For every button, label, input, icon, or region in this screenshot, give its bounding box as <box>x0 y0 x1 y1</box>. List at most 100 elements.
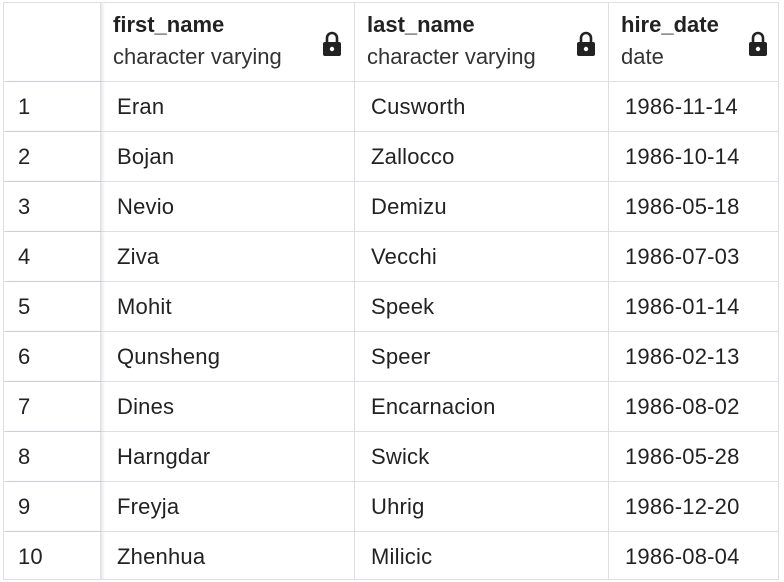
column-name: hire_date <box>621 12 719 37</box>
row-number: 3 <box>18 194 31 219</box>
cell-value: Cusworth <box>371 94 466 119</box>
row-number-cell[interactable]: 5 <box>4 282 101 331</box>
first-name-cell[interactable]: Harngdar <box>101 432 355 481</box>
column-header-last-name[interactable]: last_name character varying <box>355 3 609 81</box>
row-number: 8 <box>18 444 31 469</box>
cell-value: Demizu <box>371 194 447 219</box>
table-row[interactable]: 3 Nevio Demizu 1986-05-18 <box>4 182 778 232</box>
row-number: 7 <box>18 394 31 419</box>
cell-value: 1986-08-02 <box>625 394 740 419</box>
cell-value: Milicic <box>371 544 433 569</box>
cell-value: Nevio <box>117 194 175 219</box>
last-name-cell[interactable]: Encarnacion <box>355 382 609 431</box>
lock-icon <box>749 31 767 56</box>
last-name-cell[interactable]: Speer <box>355 332 609 381</box>
column-name: first_name <box>113 12 225 37</box>
cell-value: 1986-10-14 <box>625 144 740 169</box>
lock-icon <box>577 31 595 56</box>
row-number-cell[interactable]: 10 <box>4 532 101 579</box>
table-row[interactable]: 5 Mohit Speek 1986-01-14 <box>4 282 778 332</box>
cell-value: 1986-11-14 <box>625 94 738 119</box>
hire-date-cell[interactable]: 1986-05-18 <box>609 182 778 231</box>
row-number: 9 <box>18 494 31 519</box>
hire-date-cell[interactable]: 1986-08-04 <box>609 532 778 579</box>
column-type: character varying <box>113 44 282 69</box>
row-number: 1 <box>18 94 31 119</box>
query-results-grid: first_name character varying last_name c… <box>3 2 779 580</box>
last-name-cell[interactable]: Uhrig <box>355 482 609 531</box>
cell-value: Mohit <box>117 294 172 319</box>
row-number-cell[interactable]: 8 <box>4 432 101 481</box>
first-name-cell[interactable]: Bojan <box>101 132 355 181</box>
row-number-cell[interactable]: 3 <box>4 182 101 231</box>
column-header-hire-date[interactable]: hire_date date <box>609 3 778 81</box>
first-name-cell[interactable]: Zhenhua <box>101 532 355 579</box>
hire-date-cell[interactable]: 1986-05-28 <box>609 432 778 481</box>
first-name-cell[interactable]: Ziva <box>101 232 355 281</box>
cell-value: 1986-01-14 <box>625 294 740 319</box>
row-number-cell[interactable]: 6 <box>4 332 101 381</box>
last-name-cell[interactable]: Cusworth <box>355 82 609 131</box>
cell-value: Bojan <box>117 144 175 169</box>
table-row[interactable]: 10 Zhenhua Milicic 1986-08-04 <box>4 532 778 579</box>
first-name-cell[interactable]: Qunsheng <box>101 332 355 381</box>
last-name-cell[interactable]: Swick <box>355 432 609 481</box>
cell-value: Freyja <box>117 494 180 519</box>
row-number: 4 <box>18 244 31 269</box>
table-row[interactable]: 8 Harngdar Swick 1986-05-28 <box>4 432 778 482</box>
row-number-cell[interactable]: 2 <box>4 132 101 181</box>
cell-value: 1986-12-20 <box>625 494 740 519</box>
column-header-first-name[interactable]: first_name character varying <box>101 3 355 81</box>
cell-value: Zhenhua <box>117 544 206 569</box>
grid-header: first_name character varying last_name c… <box>4 3 778 82</box>
cell-value: Zallocco <box>371 144 455 169</box>
row-number-cell[interactable]: 9 <box>4 482 101 531</box>
table-row[interactable]: 9 Freyja Uhrig 1986-12-20 <box>4 482 778 532</box>
cell-value: Harngdar <box>117 444 211 469</box>
hire-date-cell[interactable]: 1986-01-14 <box>609 282 778 331</box>
hire-date-cell[interactable]: 1986-11-14 <box>609 82 778 131</box>
column-name: last_name <box>367 12 475 37</box>
last-name-cell[interactable]: Speek <box>355 282 609 331</box>
cell-value: Ziva <box>117 244 160 269</box>
first-name-cell[interactable]: Freyja <box>101 482 355 531</box>
table-row[interactable]: 7 Dines Encarnacion 1986-08-02 <box>4 382 778 432</box>
cell-value: 1986-07-03 <box>625 244 740 269</box>
last-name-cell[interactable]: Vecchi <box>355 232 609 281</box>
table-row[interactable]: 1 Eran Cusworth 1986-11-14 <box>4 82 778 132</box>
hire-date-cell[interactable]: 1986-02-13 <box>609 332 778 381</box>
cell-value: 1986-02-13 <box>625 344 740 369</box>
row-number-cell[interactable]: 4 <box>4 232 101 281</box>
table-row[interactable]: 6 Qunsheng Speer 1986-02-13 <box>4 332 778 382</box>
column-type: date <box>621 44 664 69</box>
row-number: 2 <box>18 144 31 169</box>
hire-date-cell[interactable]: 1986-08-02 <box>609 382 778 431</box>
row-number-cell[interactable]: 7 <box>4 382 101 431</box>
lock-icon <box>323 31 341 56</box>
cell-value: 1986-08-04 <box>625 544 740 569</box>
last-name-cell[interactable]: Zallocco <box>355 132 609 181</box>
first-name-cell[interactable]: Dines <box>101 382 355 431</box>
row-number: 6 <box>18 344 31 369</box>
cell-value: Uhrig <box>371 494 425 519</box>
cell-value: 1986-05-18 <box>625 194 740 219</box>
hire-date-cell[interactable]: 1986-12-20 <box>609 482 778 531</box>
first-name-cell[interactable]: Eran <box>101 82 355 131</box>
cell-value: Speek <box>371 294 435 319</box>
hire-date-cell[interactable]: 1986-10-14 <box>609 132 778 181</box>
last-name-cell[interactable]: Demizu <box>355 182 609 231</box>
row-number: 5 <box>18 294 31 319</box>
last-name-cell[interactable]: Milicic <box>355 532 609 579</box>
first-name-cell[interactable]: Nevio <box>101 182 355 231</box>
row-number: 10 <box>18 544 43 569</box>
table-row[interactable]: 2 Bojan Zallocco 1986-10-14 <box>4 132 778 182</box>
hire-date-cell[interactable]: 1986-07-03 <box>609 232 778 281</box>
column-type: character varying <box>367 44 536 69</box>
row-number-cell[interactable]: 1 <box>4 82 101 131</box>
cell-value: Speer <box>371 344 431 369</box>
first-name-cell[interactable]: Mohit <box>101 282 355 331</box>
cell-value: Vecchi <box>371 244 438 269</box>
cell-value: Dines <box>117 394 175 419</box>
cell-value: 1986-05-28 <box>625 444 740 469</box>
table-row[interactable]: 4 Ziva Vecchi 1986-07-03 <box>4 232 778 282</box>
